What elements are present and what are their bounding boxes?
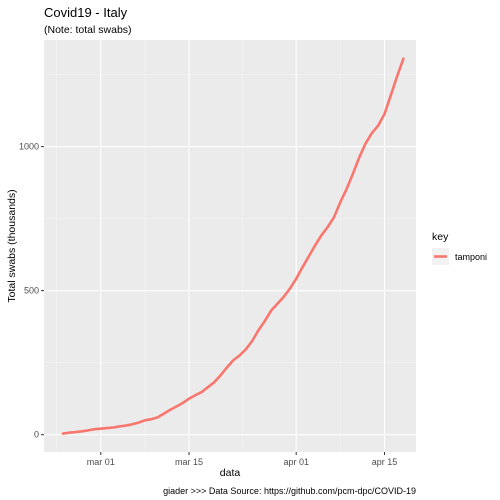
x-tick-label: apr 15: [372, 457, 398, 467]
x-axis-title: data: [220, 467, 241, 479]
chart-subtitle: (Note: total swabs): [44, 24, 132, 36]
y-tick-label: 0: [34, 430, 39, 440]
legend-label: tamponi: [455, 252, 487, 262]
chart-title: Covid19 - Italy: [44, 5, 128, 20]
x-tick-label: mar 01: [87, 457, 115, 467]
y-tick-label: 1000: [19, 142, 39, 152]
series-line-tamponi: [61, 57, 405, 435]
y-axis-title: Total swabs (thousands): [6, 189, 18, 302]
plot-panel: [44, 40, 416, 452]
x-tick-label: mar 15: [175, 457, 203, 467]
x-tick-label: apr 01: [283, 457, 309, 467]
chart-caption: giader >>> Data Source: https://github.c…: [163, 486, 416, 496]
y-tick-label: 500: [24, 286, 39, 296]
legend-title: key: [432, 231, 449, 243]
